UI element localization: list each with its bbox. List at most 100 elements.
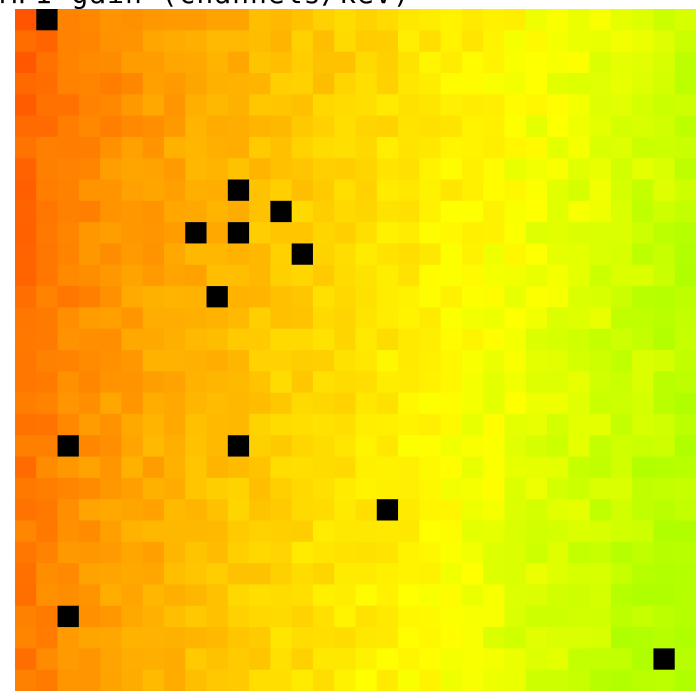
heatmap-cell: [121, 307, 144, 330]
heatmap-cell: [57, 350, 80, 372]
heatmap-cell: [57, 627, 80, 649]
heatmap-cell: [121, 243, 144, 266]
heatmap-cell: [547, 371, 569, 394]
heatmap-cell: [78, 328, 101, 351]
heatmap-cell: [674, 350, 696, 372]
heatmap-cell: [57, 456, 80, 479]
heatmap-cell: [227, 200, 250, 223]
heatmap-cell: [376, 222, 399, 245]
heatmap-cell: [100, 179, 123, 202]
heatmap-cell: [355, 648, 378, 671]
heatmap-cell: [504, 584, 527, 607]
heatmap-cell: [206, 9, 229, 31]
heatmap-cell: [376, 9, 399, 31]
heatmap-cell: [440, 627, 463, 649]
heatmap-cell: [15, 30, 37, 53]
heatmap-cell: [398, 669, 420, 691]
heatmap-cell: [185, 648, 208, 671]
heatmap-cell: [57, 669, 80, 691]
heatmap-cell: [78, 243, 101, 266]
heatmap-cell: [36, 520, 59, 543]
heatmap-cell: [376, 371, 399, 394]
heatmap-cell: [461, 392, 484, 415]
heatmap-cell: [674, 477, 696, 500]
heatmap-cell: [100, 286, 123, 308]
heatmap-cell: [185, 627, 208, 649]
heatmap-cell: [525, 413, 548, 436]
heatmap-cell: [610, 477, 633, 500]
heatmap-cell: [185, 605, 208, 628]
heatmap-cell: [121, 136, 144, 159]
heatmap-cell: [610, 413, 633, 436]
heatmap-cell: [653, 605, 676, 628]
heatmap-cell: [355, 627, 378, 649]
heatmap-cell: [270, 9, 293, 31]
heatmap-cell: [589, 541, 612, 564]
heatmap-cell: [419, 286, 442, 308]
heatmap-cell: [504, 286, 527, 308]
heatmap-cell: [291, 541, 314, 564]
heatmap-cell: [78, 30, 101, 53]
heatmap-cell: [355, 51, 378, 74]
heatmap-cell: [483, 541, 506, 564]
heatmap-cell: [249, 648, 271, 671]
heatmap-cell: [163, 30, 186, 53]
heatmap-cell: [525, 499, 548, 522]
heatmap-cell: [121, 627, 144, 649]
heatmap-cell: [270, 286, 293, 308]
heatmap-cell: [163, 264, 186, 287]
heatmap-cell: [674, 307, 696, 330]
heatmap-cell: [15, 94, 37, 117]
heatmap-cell: [291, 222, 314, 245]
heatmap-cell: [398, 563, 420, 586]
heatmap-cell: [653, 627, 676, 649]
heatmap-cell: [376, 286, 399, 308]
heatmap-cell: [483, 435, 506, 458]
heatmap-cell: [15, 200, 37, 223]
heatmap-cell: [163, 243, 186, 266]
heatmap-cell: [632, 477, 655, 500]
heatmap-cell: [419, 136, 442, 159]
heatmap-cell: [163, 499, 186, 522]
heatmap-cell: [398, 72, 420, 95]
heatmap-cell: [398, 328, 420, 351]
heatmap-cell: [525, 30, 548, 53]
heatmap-cell: [632, 350, 655, 372]
heatmap-cell: [15, 307, 37, 330]
heatmap-cell: [100, 243, 123, 266]
heatmap-cell: [15, 179, 37, 202]
heatmap-cell: [163, 350, 186, 372]
heatmap-cell: [163, 435, 186, 458]
heatmap-cell: [632, 307, 655, 330]
heatmap-cell: [547, 520, 569, 543]
masked-pixel: [227, 435, 250, 458]
heatmap-cell: [504, 648, 527, 671]
heatmap-cell: [36, 30, 59, 53]
heatmap-cell: [142, 328, 165, 351]
heatmap-cell: [398, 30, 420, 53]
heatmap-cell: [334, 30, 357, 53]
heatmap-cell: [483, 136, 506, 159]
heatmap-cell: [78, 456, 101, 479]
heatmap-cell: [185, 179, 208, 202]
masked-pixel: [185, 222, 208, 245]
heatmap-cell: [674, 605, 696, 628]
heatmap-cell: [674, 392, 696, 415]
heatmap-cell: [610, 435, 633, 458]
heatmap-cell: [36, 413, 59, 436]
heatmap-cell: [270, 563, 293, 586]
heatmap-cell: [291, 648, 314, 671]
heatmap-cell: [121, 94, 144, 117]
heatmap-cell: [334, 286, 357, 308]
heatmap-cell: [291, 350, 314, 372]
heatmap-cell: [78, 477, 101, 500]
heatmap-cell: [249, 563, 271, 586]
heatmap-cell: [36, 477, 59, 500]
heatmap-cell: [227, 94, 250, 117]
heatmap-cell: [504, 392, 527, 415]
heatmap-cell: [78, 307, 101, 330]
heatmap-cell: [355, 307, 378, 330]
heatmap-cell: [334, 328, 357, 351]
heatmap-cell: [100, 520, 123, 543]
heatmap-cell: [504, 179, 527, 202]
